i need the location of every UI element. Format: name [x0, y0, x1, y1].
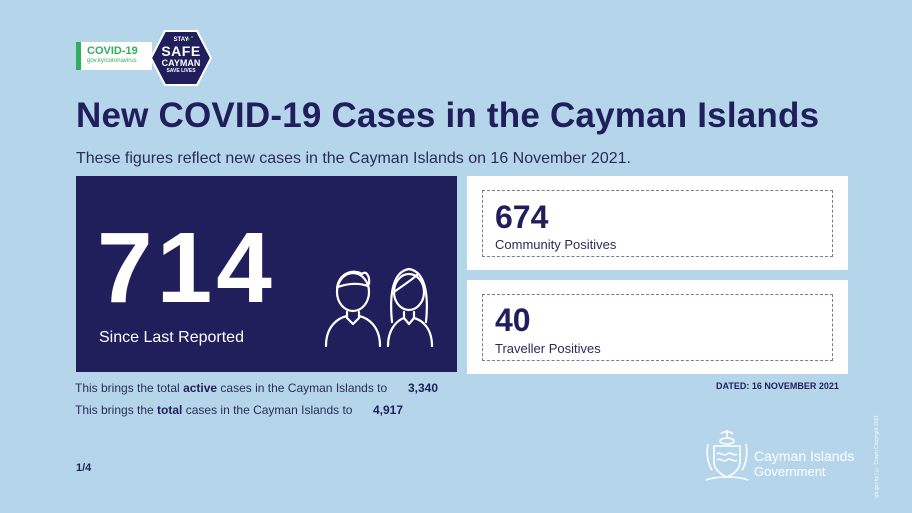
total-suffix: cases in the Cayman Islands to	[182, 403, 353, 417]
gov-sub: Government	[754, 464, 826, 479]
overall-total-value: 4,917	[373, 403, 404, 417]
main-stat-card	[76, 176, 457, 372]
community-card	[467, 176, 848, 270]
page-title: New COVID-19 Cases in the Cayman Islands	[76, 96, 820, 135]
active-total-text: This brings the total active cases in th…	[75, 381, 387, 395]
stay-safe-hexagon-icon	[150, 30, 212, 86]
page-subtitle: These figures reflect new cases in the C…	[76, 150, 631, 167]
people-icon	[324, 267, 434, 347]
covid-url: gov.ky/coronavirus	[87, 58, 137, 64]
community-positives-label: Community Positives	[495, 237, 617, 252]
total-prefix: This brings the	[75, 403, 158, 417]
traveller-card-border	[482, 294, 833, 361]
main-stat-value: 714	[97, 212, 276, 324]
overall-total-text: This brings the total cases in the Cayma…	[75, 403, 352, 417]
page-number: 1/4	[76, 462, 92, 474]
main-stat-label: Since Last Reported	[99, 329, 244, 346]
copyright-credit: gis.gov.ky | © Crown Copyright 2021	[874, 414, 880, 498]
stay-text: STAY	[173, 37, 189, 43]
active-total-value: 3,340	[408, 381, 439, 395]
covid-badge: COVID-19 gov.ky/coronavirus	[76, 42, 152, 70]
active-prefix: This brings the total	[75, 381, 184, 395]
community-card-border	[482, 190, 833, 257]
active-bold: active	[183, 381, 218, 395]
covid-label: COVID-19	[87, 45, 138, 57]
cayman-crest-icon	[705, 430, 749, 481]
cayman-text: CAYMAN	[161, 58, 201, 68]
safe-text: SAFE	[161, 43, 201, 59]
dated-label: DATED: 16 NOVEMBER 2021	[716, 381, 839, 391]
traveller-positives-label: Traveller Positives	[495, 341, 601, 356]
save-lives-text: SAVE LIVES	[166, 68, 196, 74]
total-bold: total	[157, 403, 183, 417]
traveller-card	[467, 280, 848, 374]
active-suffix: cases in the Cayman Islands to	[217, 381, 388, 395]
traveller-positives-value: 40	[495, 302, 531, 338]
gov-name: Cayman Islands	[754, 448, 855, 464]
stay-safe-logo: STAY SAFE CAYMAN SAVE LIVES	[150, 37, 212, 75]
community-positives-value: 674	[495, 199, 549, 235]
